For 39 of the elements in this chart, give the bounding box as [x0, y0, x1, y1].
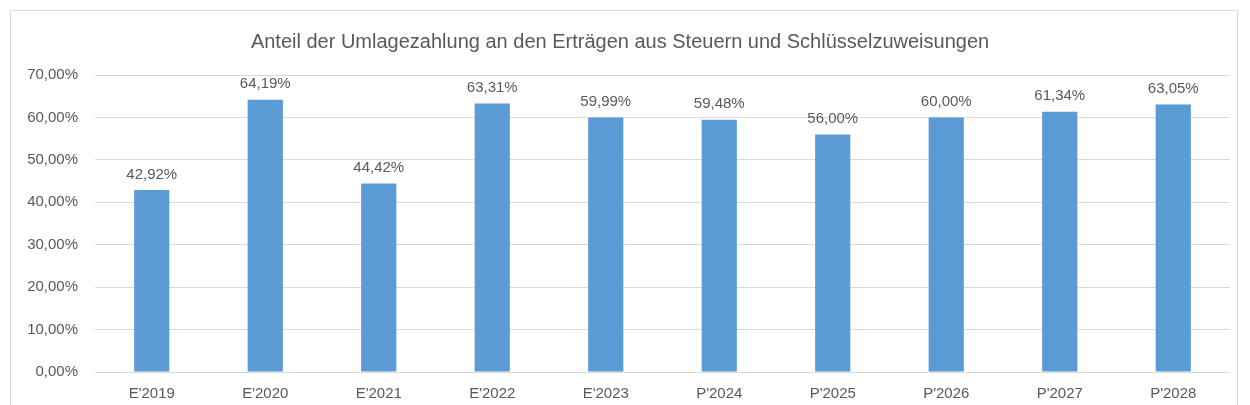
chart-title: Anteil der Umlagezahlung an den Erträgen aus Steuern und Schlüsselzuweisungen [250, 29, 990, 52]
data-label: 63,31% [466, 78, 518, 96]
x-tick-label: P'2026 [923, 384, 970, 402]
data-label: 59,48% [693, 94, 745, 112]
x-tick-label: P'2027 [1036, 384, 1083, 402]
bar [474, 103, 510, 372]
data-label: 44,42% [353, 158, 405, 176]
x-tick-label: P'2028 [1150, 384, 1197, 402]
data-label: 42,92% [126, 164, 178, 182]
x-tick-label: E'2021 [355, 384, 402, 402]
y-tick-label: 50,00% [27, 150, 78, 167]
bar [134, 189, 170, 372]
bar [701, 119, 737, 372]
bar [815, 134, 851, 372]
data-label: 63,05% [1147, 79, 1199, 97]
x-tick-label: E'2022 [469, 384, 516, 402]
x-tick-label: P'2024 [696, 384, 743, 402]
data-label: 56,00% [807, 109, 859, 127]
y-tick-label: 30,00% [27, 234, 78, 252]
y-tick-label: 20,00% [27, 277, 78, 295]
x-tick-label: E'2019 [128, 384, 175, 402]
bar [588, 117, 624, 372]
y-tick-label: 0,00% [35, 362, 78, 380]
data-label: 64,19% [239, 74, 291, 92]
x-tick-label: E'2020 [242, 384, 289, 402]
bar [247, 99, 283, 372]
bar [361, 183, 397, 372]
bar [1042, 111, 1078, 372]
bar [1155, 104, 1191, 372]
y-tick-label: 70,00% [27, 65, 78, 83]
data-label: 61,34% [1034, 86, 1086, 104]
y-tick-label: 60,00% [27, 107, 78, 125]
y-tick-label: 10,00% [27, 319, 78, 337]
data-label: 60,00% [920, 92, 972, 110]
data-label: 59,99% [580, 92, 632, 110]
bar [928, 117, 964, 372]
x-tick-label: P'2025 [809, 384, 856, 402]
x-tick-label: E'2023 [582, 384, 629, 402]
y-tick-label: 40,00% [27, 192, 78, 210]
